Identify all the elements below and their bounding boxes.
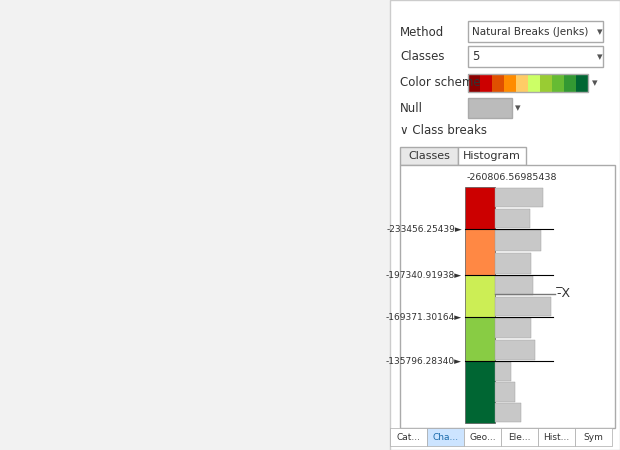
Text: -169371.30164►: -169371.30164► (386, 312, 462, 321)
Bar (575, 428, 612, 446)
Text: ∨ Class breaks: ∨ Class breaks (400, 123, 487, 136)
Bar (427, 428, 464, 446)
Bar (495, 362, 511, 381)
Text: Natural Breaks (Jenks): Natural Breaks (Jenks) (472, 27, 588, 37)
Bar (504, 74, 516, 92)
Bar (468, 74, 480, 92)
Bar (538, 428, 575, 446)
Bar (495, 209, 530, 228)
Text: Sym: Sym (583, 432, 603, 441)
Text: Classes: Classes (408, 151, 450, 161)
Text: Color scheme: Color scheme (400, 76, 481, 90)
Text: -197340.91938►: -197340.91938► (386, 270, 462, 279)
Bar (400, 165, 615, 428)
Bar (465, 317, 495, 361)
Bar (495, 382, 515, 401)
Bar (465, 229, 495, 275)
Bar (464, 428, 501, 446)
Bar (516, 74, 528, 92)
Bar (468, 74, 588, 92)
Bar (495, 230, 541, 251)
Bar (528, 74, 540, 92)
Bar (492, 74, 504, 92)
Text: Geo...: Geo... (469, 432, 496, 441)
Text: -233456.25439►: -233456.25439► (386, 225, 462, 234)
Text: Method: Method (400, 26, 445, 39)
Text: ▾: ▾ (597, 52, 603, 62)
Bar (465, 361, 495, 423)
Bar (495, 403, 521, 422)
Bar (495, 276, 533, 295)
Text: -135796.28340►: -135796.28340► (386, 356, 462, 365)
Bar (465, 187, 495, 229)
Bar (390, 428, 427, 446)
Bar (480, 74, 492, 92)
Text: Cat...: Cat... (397, 432, 420, 441)
Bar (576, 74, 588, 92)
Text: 5: 5 (472, 50, 479, 63)
Bar (458, 147, 526, 165)
Bar (465, 275, 495, 317)
Text: Cha...: Cha... (432, 432, 459, 441)
Bar (495, 318, 531, 338)
Text: -̅X: -̅X (558, 288, 571, 301)
Text: Histogram: Histogram (463, 151, 521, 161)
Text: Null: Null (400, 102, 423, 114)
Text: ▾: ▾ (597, 27, 603, 37)
Bar (390, 0, 620, 450)
Text: -260806.56985438: -260806.56985438 (467, 174, 557, 183)
Bar (495, 253, 531, 274)
Bar (501, 428, 538, 446)
Bar (468, 46, 603, 67)
Text: Classes: Classes (400, 50, 445, 63)
Bar (495, 297, 551, 316)
Text: Ele...: Ele... (508, 432, 531, 441)
Text: Hist...: Hist... (543, 432, 570, 441)
Bar (400, 147, 458, 165)
Bar (468, 21, 603, 42)
Bar (468, 98, 512, 118)
Bar (495, 188, 543, 207)
Bar (540, 74, 552, 92)
Text: ▾: ▾ (515, 103, 521, 113)
Bar (564, 74, 576, 92)
Bar (552, 74, 564, 92)
Text: ▾: ▾ (592, 78, 598, 88)
Bar (495, 340, 535, 360)
